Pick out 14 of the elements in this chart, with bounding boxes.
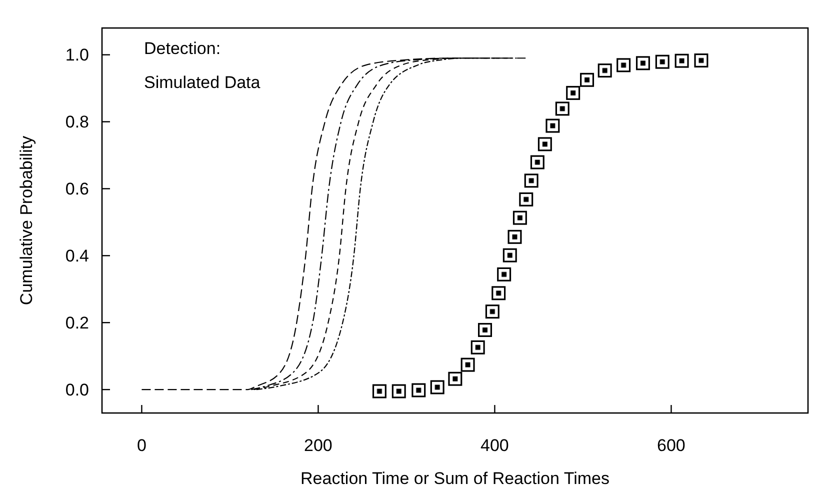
- x-tick-label: 200: [304, 436, 332, 455]
- y-tick-label: 0.2: [65, 314, 89, 333]
- x-tick-label: 400: [480, 436, 509, 455]
- y-axis-title: Cumulative Probability: [17, 135, 36, 306]
- x-axis-title: Reaction Time or Sum of Reaction Times: [300, 469, 610, 488]
- annotation: Simulated Data: [144, 73, 261, 92]
- annotation: Detection:: [144, 39, 221, 58]
- y-tick-label: 0.0: [65, 380, 89, 400]
- y-tick-label: 0.6: [65, 180, 89, 199]
- x-tick-label: 600: [657, 436, 686, 455]
- y-tick-label: 1.0: [65, 46, 89, 65]
- x-tick-label: 0: [136, 436, 146, 455]
- y-tick-label: 0.4: [65, 246, 89, 266]
- y-tick-label: 0.8: [65, 112, 89, 132]
